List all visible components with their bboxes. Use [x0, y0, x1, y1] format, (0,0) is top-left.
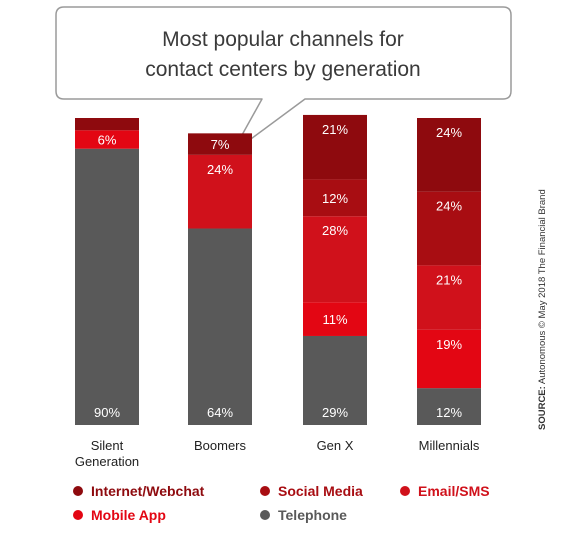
category-label-boomers: Boomers — [194, 438, 247, 453]
bar-boomers-email-sms — [188, 154, 252, 229]
bar-millennials-email-sms — [417, 265, 481, 330]
legend: Internet/Webchat Social Media Email/SMS Mob… — [73, 483, 490, 523]
chart-title-line: contact centers by generation — [145, 58, 421, 81]
bar-millennials-social-media — [417, 191, 481, 266]
bar-gen-x-telephone — [303, 335, 367, 425]
bar-gen-x-email-sms — [303, 216, 367, 303]
category-label-gen-x: Gen X — [317, 438, 354, 453]
data-label-millennials-social-media: 24% — [436, 199, 462, 214]
legend-marker-telephone — [260, 510, 270, 520]
data-label-gen-x-email-sms: 28% — [322, 223, 348, 238]
bar-millennials-telephone — [417, 388, 481, 425]
data-label-millennials-email-sms: 21% — [436, 272, 462, 287]
data-label-gen-x-mobile-app: 11% — [322, 312, 347, 327]
bar-gen-x-internet-webchat — [303, 114, 367, 180]
title-callout: Most popular channels for contact centers… — [55, 6, 512, 154]
source-label: SOURCE: — [537, 386, 548, 430]
legend-label-mobile-app: Mobile App — [91, 507, 166, 523]
data-label-gen-x-social-media: 12% — [322, 191, 348, 206]
legend-label-social-media: Social Media — [278, 483, 363, 499]
data-label-millennials-telephone: 12% — [436, 405, 462, 420]
source-text: SOURCE: Autonomous © May 2018 The Financ… — [537, 189, 548, 430]
legend-label-email-sms: Email/SMS — [418, 483, 490, 499]
data-label-boomers-email-sms: 24% — [207, 162, 233, 177]
legend-marker-email-sms — [400, 486, 410, 496]
category-label-silent-generation: Generation — [75, 454, 139, 469]
data-label-millennials-mobile-app: 19% — [436, 337, 462, 352]
legend-label-internet-webchat: Internet/Webchat — [91, 483, 205, 499]
bar-silent-generation-mobile-app — [75, 130, 139, 149]
data-label-boomers-telephone: 64% — [207, 405, 233, 420]
source-value: Autonomous © May 2018 The Financial Bran… — [537, 189, 548, 386]
source-note: SOURCE: Autonomous © May 2018 The Financ… — [537, 189, 548, 430]
category-label-millennials: Millennials — [419, 438, 480, 453]
data-label-silent-generation-mobile-app: 6% — [98, 132, 117, 147]
bar-boomers-telephone — [188, 228, 252, 425]
legend-marker-internet-webchat — [73, 486, 83, 496]
bar-silent-generation-internet-webchat — [75, 118, 139, 131]
category-label-silent-generation: Silent — [91, 438, 124, 453]
bar-millennials-mobile-app — [417, 329, 481, 389]
bar-silent-generation-telephone — [75, 148, 139, 425]
legend-marker-social-media — [260, 486, 270, 496]
segment-labels: 90% 6% 64% 24% 7% 29% 11% 28% 12% 21% 12% 19% 21% 24%… — [94, 122, 462, 420]
data-label-millennials-internet-webchat: 24% — [436, 125, 462, 140]
legend-marker-mobile-app — [73, 510, 83, 520]
data-label-silent-generation-telephone: 90% — [94, 405, 120, 420]
legend-label-telephone: Telephone — [278, 507, 347, 523]
bar-gen-x-social-media — [303, 179, 367, 217]
callout-bubble — [55, 6, 512, 154]
data-label-boomers-internet-webchat: 7% — [211, 137, 230, 152]
data-label-gen-x-telephone: 29% — [322, 405, 348, 420]
bars — [75, 114, 481, 425]
bar-gen-x-mobile-app — [303, 302, 367, 336]
bar-boomers-internet-webchat — [188, 133, 252, 155]
bar-millennials-internet-webchat — [417, 118, 481, 192]
data-label-gen-x-internet-webchat: 21% — [322, 122, 348, 137]
chart-title-line: Most popular channels for — [162, 28, 404, 51]
